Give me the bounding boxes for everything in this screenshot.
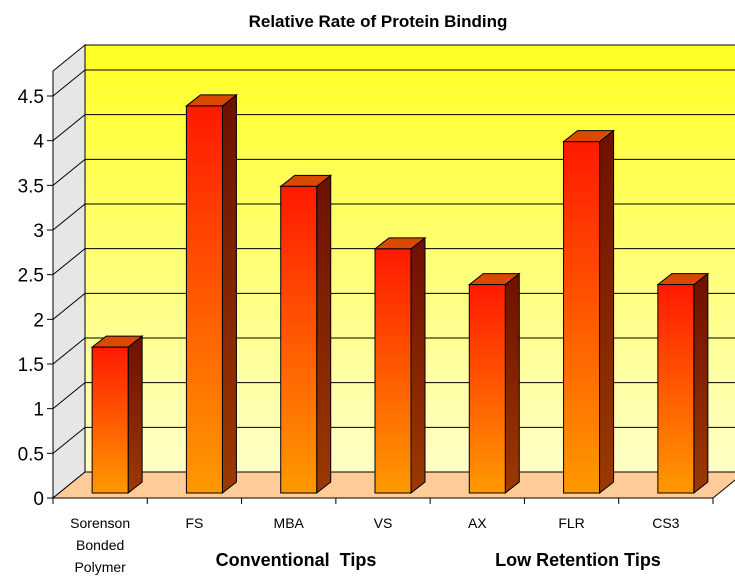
x-tick-label-line: FS — [185, 515, 203, 531]
y-tick-label: 2 — [33, 310, 44, 331]
y-tick-label: 4 — [33, 132, 44, 153]
y-tick-label: 2.5 — [18, 266, 44, 287]
bars — [90, 93, 710, 495]
bar-front — [185, 105, 223, 494]
gridline-side — [52, 337, 86, 365]
x-tick-label-line: Polymer — [74, 559, 126, 575]
bar-side — [599, 129, 615, 495]
bar-side — [316, 174, 332, 495]
x-tick-label: FS — [185, 515, 203, 531]
group-label-low-retention: Low Retention Tips — [495, 550, 661, 570]
bar-side — [221, 93, 237, 495]
bar-front — [563, 141, 601, 494]
bar-side — [410, 236, 426, 495]
x-axis — [52, 497, 714, 504]
bar — [467, 272, 521, 495]
x-tick-label-line: FLR — [558, 515, 584, 531]
gridline-side — [52, 114, 86, 142]
bar-front — [657, 284, 695, 494]
bar — [656, 272, 710, 495]
x-tick-label: MBA — [274, 515, 305, 531]
y-tick-label: 3 — [33, 221, 44, 242]
gridline-side — [52, 248, 86, 276]
gridline-side — [52, 292, 86, 320]
y-tick-label: 3.5 — [18, 176, 44, 197]
bar-front — [468, 284, 506, 494]
bar-front — [91, 346, 129, 494]
x-tick-label-line: VS — [374, 515, 393, 531]
gridline-side — [52, 382, 86, 410]
x-tick-label: CS3 — [652, 515, 679, 531]
gridline-side — [52, 203, 86, 231]
bar-side — [504, 272, 520, 495]
x-tick-label-line: Sorenson — [70, 515, 130, 531]
y-tick-label: 1 — [33, 400, 44, 421]
bar — [279, 174, 333, 495]
x-tick-label-line: MBA — [274, 515, 305, 531]
x-tick-label: Sorenson Bonded Polymer — [70, 515, 130, 575]
bar — [373, 236, 427, 495]
gridline-side — [52, 426, 86, 454]
bar-front — [280, 185, 318, 494]
y-tick-label: 0.5 — [18, 444, 44, 465]
bar — [184, 93, 238, 495]
x-tick-label: AX — [468, 515, 487, 531]
bar — [562, 129, 616, 495]
category-labels: Sorenson Bonded Polymer FS MBA VS AX FLR CS3 — [70, 515, 680, 575]
y-tick-label: 0 — [33, 489, 44, 510]
y-tick-label: 1.5 — [18, 355, 44, 376]
gridline-side — [52, 69, 86, 97]
x-tick-label: FLR — [558, 515, 584, 531]
bar-side — [693, 272, 709, 495]
y-axis: 0 0.5 1 1.5 2 2.5 3 3.5 4 4.5 — [18, 87, 54, 510]
side-wall — [52, 43, 86, 500]
group-label-conventional: Conventional Tips — [216, 550, 377, 570]
x-tick-label-line: CS3 — [652, 515, 679, 531]
y-tick-label: 4.5 — [18, 87, 44, 108]
bar-side — [127, 335, 143, 495]
chart-title: Relative Rate of Protein Binding — [249, 12, 508, 31]
bar-front — [374, 248, 412, 494]
x-tick-label-line: AX — [468, 515, 487, 531]
gridline-side — [52, 158, 86, 186]
x-tick-label: VS — [374, 515, 393, 531]
x-tick-label-line: Bonded — [76, 537, 124, 553]
bar — [90, 335, 144, 495]
